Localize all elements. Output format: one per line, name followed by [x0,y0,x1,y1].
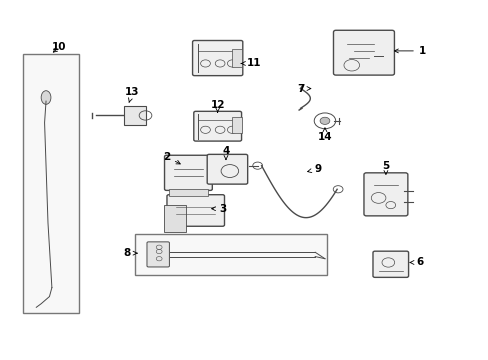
Text: 11: 11 [241,58,261,68]
Circle shape [320,117,329,125]
Text: 10: 10 [52,42,66,52]
FancyBboxPatch shape [207,154,247,184]
Bar [135,234,327,275]
Bar [22,54,79,313]
Ellipse shape [41,91,51,104]
FancyBboxPatch shape [147,242,169,267]
FancyBboxPatch shape [192,41,243,76]
Text: 9: 9 [307,164,321,174]
FancyBboxPatch shape [363,173,407,216]
Text: 6: 6 [409,257,423,267]
Bar [163,205,185,232]
FancyBboxPatch shape [164,155,212,190]
FancyBboxPatch shape [333,30,394,75]
Text: 7: 7 [296,84,310,94]
Text: 8: 8 [123,248,137,258]
Bar [168,189,207,196]
Text: 4: 4 [222,146,229,159]
Bar [232,117,242,134]
Bar [123,105,145,125]
Text: 1: 1 [394,46,425,56]
Text: 3: 3 [211,204,226,214]
Text: 12: 12 [210,100,224,112]
Bar [232,49,242,67]
Text: 5: 5 [382,161,389,174]
Text: 14: 14 [317,128,331,142]
FancyBboxPatch shape [166,195,224,226]
FancyBboxPatch shape [372,251,408,277]
Text: 13: 13 [125,87,139,103]
Text: 2: 2 [163,152,180,164]
FancyBboxPatch shape [193,111,241,141]
